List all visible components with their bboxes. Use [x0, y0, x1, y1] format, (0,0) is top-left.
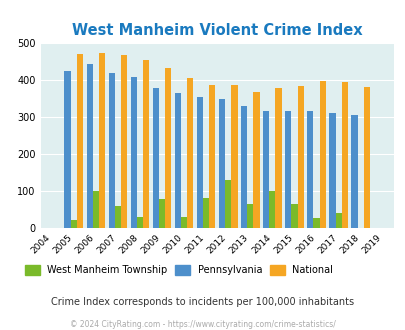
- Bar: [335, 213, 341, 228]
- Bar: [269, 191, 275, 228]
- Bar: [253, 92, 259, 228]
- Bar: [307, 111, 313, 228]
- Bar: [218, 99, 225, 228]
- Bar: [143, 59, 149, 228]
- Bar: [247, 204, 253, 228]
- Bar: [291, 204, 297, 228]
- Bar: [165, 68, 171, 228]
- Bar: [341, 82, 347, 228]
- Bar: [202, 198, 209, 228]
- Bar: [115, 206, 121, 228]
- Text: © 2024 CityRating.com - https://www.cityrating.com/crime-statistics/: © 2024 CityRating.com - https://www.city…: [70, 320, 335, 329]
- Bar: [92, 191, 99, 228]
- Bar: [121, 55, 127, 228]
- Bar: [64, 71, 70, 228]
- Text: Crime Index corresponds to incidents per 100,000 inhabitants: Crime Index corresponds to incidents per…: [51, 297, 354, 307]
- Bar: [313, 218, 319, 228]
- Legend: West Manheim Township, Pennsylvania, National: West Manheim Township, Pennsylvania, Nat…: [21, 261, 336, 279]
- Bar: [319, 81, 325, 228]
- Bar: [181, 216, 187, 228]
- Bar: [225, 180, 231, 228]
- Bar: [136, 216, 143, 228]
- Bar: [99, 53, 105, 228]
- Bar: [187, 78, 193, 228]
- Bar: [262, 111, 269, 228]
- Bar: [231, 85, 237, 228]
- Bar: [152, 88, 158, 228]
- Bar: [351, 115, 357, 228]
- Bar: [70, 220, 77, 228]
- Bar: [108, 73, 115, 228]
- Bar: [297, 86, 303, 228]
- Bar: [363, 87, 369, 228]
- Bar: [209, 85, 215, 228]
- Bar: [130, 77, 136, 228]
- Bar: [77, 54, 83, 228]
- Bar: [328, 113, 335, 228]
- Bar: [284, 111, 291, 228]
- Title: West Manheim Violent Crime Index: West Manheim Violent Crime Index: [72, 22, 362, 38]
- Bar: [275, 88, 281, 228]
- Bar: [175, 93, 181, 228]
- Bar: [241, 107, 247, 228]
- Bar: [196, 97, 202, 228]
- Bar: [86, 64, 92, 228]
- Bar: [158, 199, 165, 228]
